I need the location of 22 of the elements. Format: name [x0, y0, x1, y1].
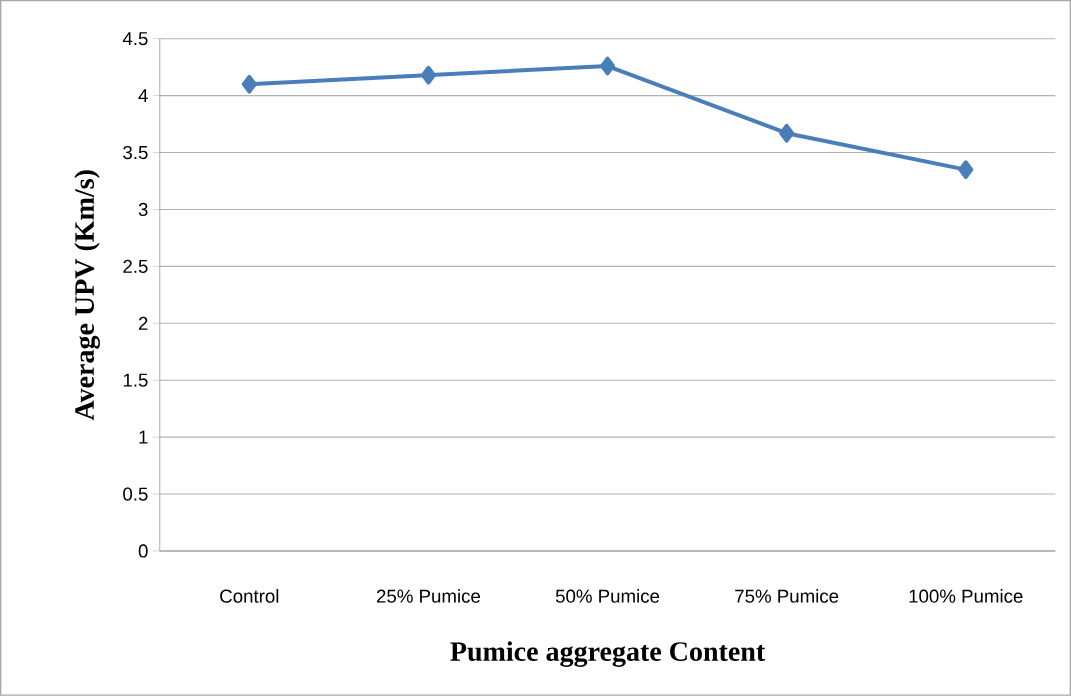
point [958, 160, 974, 180]
point [241, 75, 257, 94]
x-tick-label: 50% Pumice [555, 589, 660, 603]
point [779, 123, 795, 143]
x-axis-title: Pumice aggregate Content [450, 641, 766, 668]
x-tick-label: 25% Pumice [376, 589, 481, 603]
point [420, 65, 436, 85]
y-tick-label: 2 [138, 316, 148, 330]
y-tick-label: 3 [138, 202, 148, 217]
y-tick-label: 2.5 [123, 259, 148, 274]
y-axis-title: Average UPV (Km/s) [74, 170, 100, 421]
y-tick-label: 4.5 [122, 32, 148, 46]
y-tick-label: 0.5 [123, 487, 148, 501]
x-tick-label: 100% Pumice [909, 589, 1023, 603]
x-tick-label: 75% Pumice [735, 589, 839, 603]
y-tick-label: 1 [139, 430, 148, 444]
y-tick-label: 4 [138, 89, 148, 103]
x-tick-label: Control [220, 589, 279, 603]
point [600, 56, 616, 76]
y-tick-label: 3.5 [123, 146, 148, 160]
y-tick-label: 0 [138, 544, 148, 558]
y-tick-label: 1.5 [123, 373, 148, 387]
